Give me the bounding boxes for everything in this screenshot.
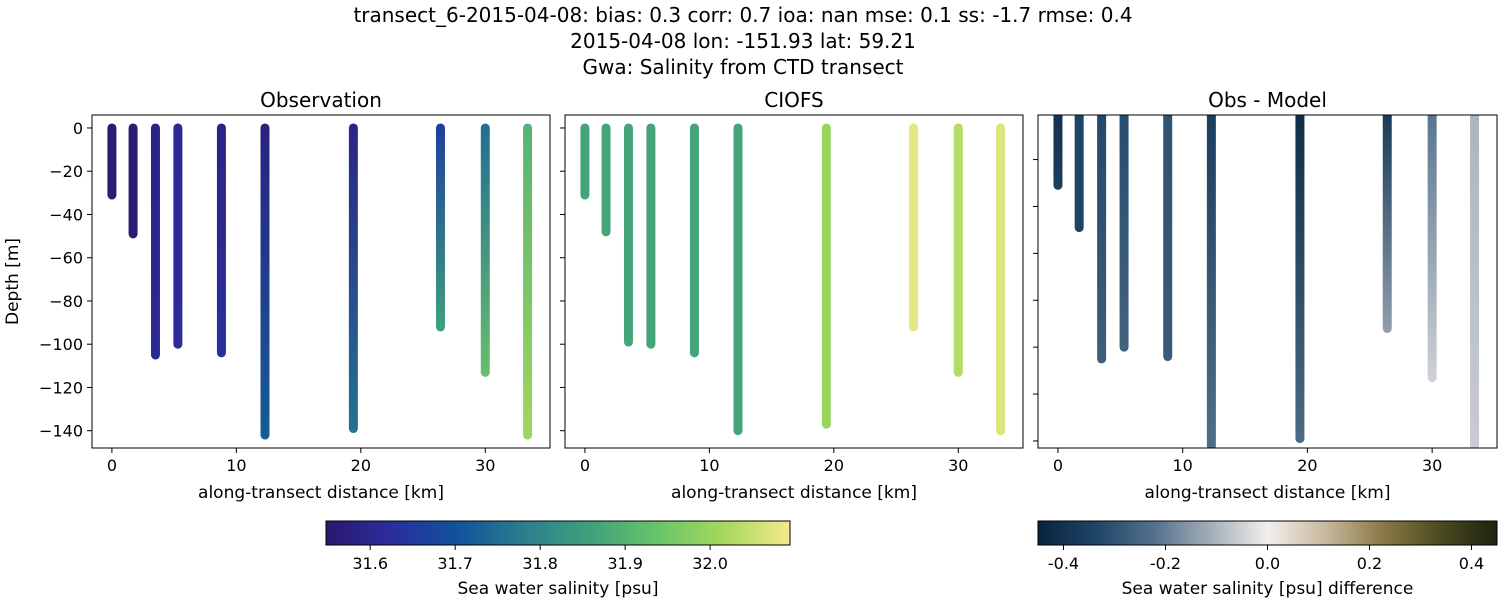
panel-3: Obs - Model 0 10 20 30 along-transect distanc… <box>1033 88 1498 503</box>
x-tick-label: 10 <box>699 456 719 475</box>
station-profile <box>1097 115 1107 364</box>
colorbar-tick-label: 0.0 <box>1255 554 1280 573</box>
x-tick-label: 20 <box>351 456 371 475</box>
colorbar-gradient <box>1037 520 1498 546</box>
x-tick-label: 10 <box>226 456 246 475</box>
colorbar-gradient <box>325 520 791 546</box>
station-profile <box>646 123 656 349</box>
title-line-1: transect_6-2015-04-08: bias: 0.3 corr: 0… <box>353 3 1132 27</box>
axes-frame <box>91 114 551 449</box>
colorbar-tick-label: 31.7 <box>437 554 473 573</box>
x-tick-label: 20 <box>1297 456 1317 475</box>
station-profile <box>128 123 138 239</box>
x-tick-label: 10 <box>1173 456 1193 475</box>
station-profile <box>733 123 743 436</box>
y-tick-label: −140 <box>39 422 83 441</box>
x-axis-label: along-transect distance [km] <box>198 483 444 503</box>
station-profile <box>1163 115 1173 362</box>
station-profile <box>1119 115 1129 352</box>
station-profile <box>1470 115 1480 448</box>
x-tick-label: 0 <box>1053 456 1063 475</box>
station-profile <box>908 123 918 332</box>
x-tick-label: 20 <box>824 456 844 475</box>
station-profile <box>435 123 445 332</box>
x-axis-label: along-transect distance [km] <box>671 483 917 503</box>
station-profile <box>523 123 533 440</box>
x-tick-label: 30 <box>948 456 968 475</box>
colorbar-tick-label: 32.0 <box>692 554 728 573</box>
colorbar-2: -0.4 -0.2 0.0 0.2 0.4 Sea water salinity [psu… <box>1037 520 1498 599</box>
title-line-3: Gwa: Salinity from CTD transect <box>583 55 904 79</box>
station-profile <box>1074 115 1084 233</box>
station-profile <box>689 123 699 358</box>
x-tick-label: 30 <box>1422 456 1442 475</box>
panel-title: Obs - Model <box>1208 88 1327 112</box>
y-axis-label: Depth [m] <box>3 238 23 325</box>
y-tick-label: −60 <box>49 249 83 268</box>
axes-frame <box>564 114 1024 449</box>
station-profile <box>216 123 226 358</box>
panel-1: Observation 0 10 20 30 0 −20 −40 −60 −80 −100 −120 −… <box>3 88 551 503</box>
x-axis-label: along-transect distance [km] <box>1145 483 1391 503</box>
station-profile <box>1295 115 1305 444</box>
title-line-2: 2015-04-08 lon: -151.93 lat: 59.21 <box>570 29 916 53</box>
x-tick-label: 0 <box>107 456 117 475</box>
station-profile <box>107 123 117 200</box>
panel-title: CIOFS <box>764 88 823 112</box>
colorbar-tick-label: 0.4 <box>1459 554 1484 573</box>
colorbar-tick-label: 0.2 <box>1357 554 1382 573</box>
station-profile <box>623 123 633 347</box>
y-tick-label: −120 <box>39 378 83 397</box>
colorbar-tick-label: 31.6 <box>352 554 388 573</box>
x-tick-label: 30 <box>475 456 495 475</box>
y-tick-label: −40 <box>49 205 83 224</box>
colorbar-label: Sea water salinity [psu] difference <box>1122 579 1414 599</box>
station-profile <box>821 123 831 429</box>
plot-area <box>1053 115 1480 448</box>
y-tick-label: −80 <box>49 292 83 311</box>
station-profile <box>601 123 611 237</box>
y-tick-label: −20 <box>49 162 83 181</box>
station-profile <box>1053 115 1063 190</box>
station-profile <box>580 123 590 200</box>
station-profile <box>1382 115 1392 333</box>
colorbar-tick-label: -0.4 <box>1048 554 1079 573</box>
station-profile <box>953 123 963 377</box>
y-tick-label: 0 <box>73 119 83 138</box>
x-tick-label: 0 <box>580 456 590 475</box>
colorbar-1: 31.6 31.7 31.8 31.9 32.0 Sea water salinity [… <box>325 520 791 599</box>
station-profile <box>173 123 183 349</box>
axes-frame <box>1037 114 1498 449</box>
station-profile <box>996 123 1006 436</box>
colorbar-tick-label: 31.9 <box>607 554 643 573</box>
station-profile <box>150 123 160 360</box>
station-profile <box>480 123 490 377</box>
panel-title: Observation <box>260 88 382 112</box>
station-profile <box>1206 115 1216 448</box>
plot-area <box>107 123 533 440</box>
station-profile <box>1427 115 1437 383</box>
colorbar-tick-label: -0.2 <box>1150 554 1181 573</box>
station-profile <box>260 123 270 440</box>
colorbar-tick-label: 31.8 <box>522 554 558 573</box>
panel-2: CIOFS 0 10 20 30 along-transect distance [km] <box>560 88 1024 503</box>
station-profile <box>348 123 358 434</box>
colorbar-label: Sea water salinity [psu] <box>458 579 659 599</box>
y-tick-label: −100 <box>39 335 83 354</box>
plot-area <box>580 123 1006 436</box>
